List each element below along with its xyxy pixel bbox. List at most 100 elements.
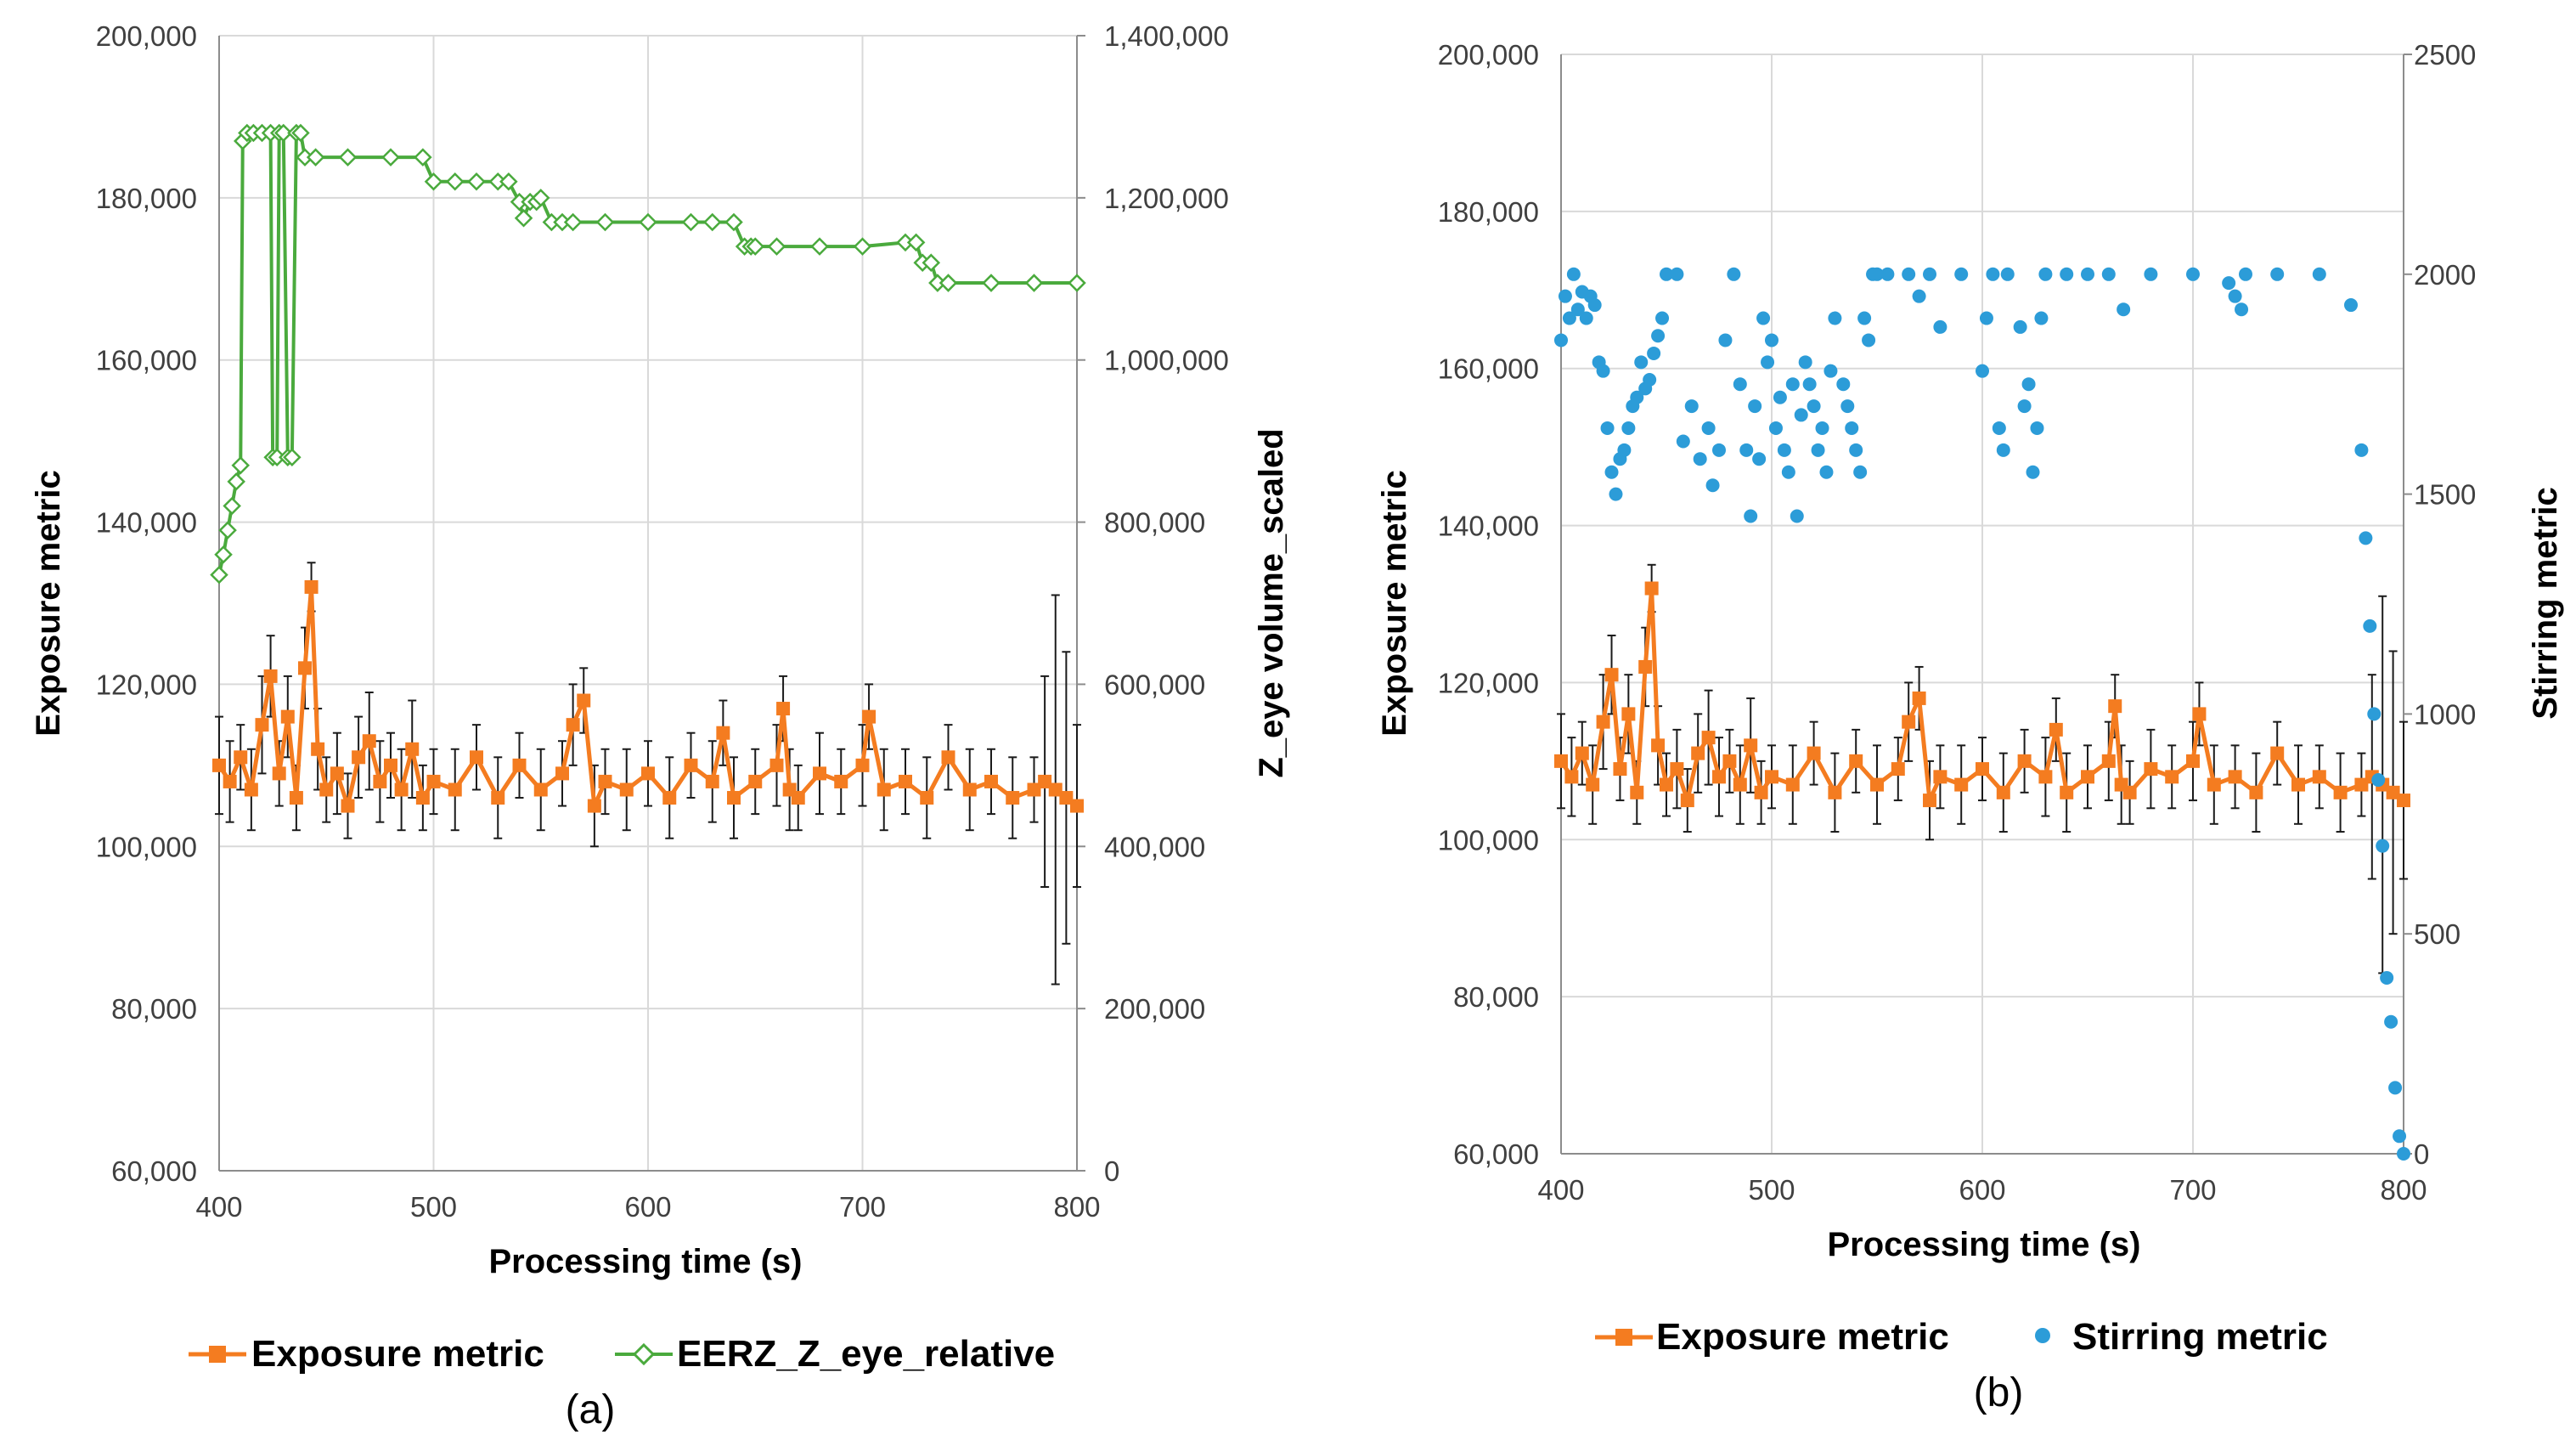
stirring-metric-point (1756, 311, 1771, 325)
exposure-metric-point (1902, 715, 1916, 729)
stirring-metric-point (1849, 443, 1863, 457)
exposure-metric-point (855, 758, 870, 772)
stirring-metric-point (1798, 355, 1812, 370)
stirring-metric-point (1643, 373, 1657, 387)
exposure-metric-point (1006, 791, 1020, 805)
eerz-z-eye-relative-point (231, 456, 251, 475)
stirring-metric-point (1880, 267, 1895, 281)
stirring-metric-point (1634, 355, 1649, 370)
y2-tick-label: 1000 (2414, 698, 2476, 730)
exposure-metric-point (341, 799, 355, 813)
exposure-metric-point (2333, 785, 2348, 799)
eerz-z-eye-relative-point (223, 496, 241, 516)
exposure-metric-point (304, 579, 318, 594)
exposure-metric-point (319, 782, 334, 797)
legend-exposure-label-a: Exposure metric (251, 1333, 544, 1375)
panel-b-series (1554, 267, 2410, 1161)
y-tick-label: 120,000 (96, 669, 197, 700)
exposure-metric-point (641, 766, 655, 781)
exposure-metric-point (2165, 770, 2179, 784)
exposure-metric-point (2038, 770, 2053, 784)
y2-tick-label: 600,000 (1104, 669, 1205, 700)
exposure-metric-point (470, 750, 483, 765)
x-tick-label: 700 (839, 1191, 886, 1223)
stirring-metric-point (1933, 319, 1948, 334)
stirring-metric-point (1718, 333, 1733, 347)
exposure-metric-point (263, 669, 278, 683)
exposure-metric-point (384, 758, 397, 772)
stirring-metric-point (2380, 970, 2394, 985)
exposure-metric-point (415, 791, 430, 805)
exposure-metric-point (394, 782, 409, 797)
stirring-metric-point (2021, 377, 2036, 392)
stirring-metric-point (1790, 509, 1804, 523)
exposure-metric-point (598, 774, 612, 788)
stirring-metric-point (1684, 399, 1699, 414)
exposure-metric-point (577, 693, 591, 708)
stirring-metric-point (2038, 267, 2053, 281)
y2-tick-label: 1500 (2414, 479, 2476, 511)
exposure-metric-point (1048, 782, 1063, 797)
eerz-z-eye-relative-point (227, 472, 245, 491)
eerz-z-eye-relative-point (810, 237, 829, 256)
exposure-metric-point (1670, 762, 1684, 777)
stirring-metric-point (2228, 289, 2242, 303)
exposure-metric-point (2228, 770, 2242, 784)
stirring-metric-point (2312, 267, 2326, 281)
exposure-metric-point (1828, 785, 1842, 799)
exposure-metric-point (2101, 754, 2116, 768)
stirring-metric-point (2363, 619, 2377, 633)
stirring-metric-point (1992, 421, 2006, 435)
stirring-metric-point (2371, 773, 2386, 788)
exposure-metric-point (984, 774, 998, 788)
y-tick-label: 80,000 (111, 993, 197, 1025)
eerz-z-eye-relative-point (306, 148, 325, 167)
stirring-metric-point (1996, 443, 2010, 457)
exposure-metric-point (716, 726, 730, 740)
exposure-metric-point (1680, 794, 1694, 808)
exposure-metric-point (748, 774, 763, 788)
stirring-metric-point (2367, 707, 2382, 721)
exposure-metric-point (1754, 785, 1768, 799)
exposure-metric-point (727, 791, 741, 805)
eerz-z-eye-relative-point (939, 274, 958, 292)
stirring-metric-point (2354, 443, 2369, 457)
y2-tick-label: 0 (1104, 1155, 1119, 1187)
stirring-metric-point (1748, 399, 1762, 414)
exposure-metric-point (862, 709, 877, 724)
y2-tick-label: 1,400,000 (1104, 20, 1229, 52)
stirring-metric-point (1566, 267, 1581, 281)
stirring-metric-point (1630, 390, 1644, 404)
x-tick-label: 500 (410, 1191, 457, 1223)
y-tick-label: 180,000 (96, 183, 197, 214)
eerz-z-eye-relative-point (702, 212, 722, 232)
exposure-metric-point (1554, 754, 1568, 768)
y2-tick-label: 1,200,000 (1104, 183, 1229, 214)
eerz-z-eye-relative-point (338, 148, 358, 167)
y-tick-label: 140,000 (96, 507, 197, 539)
exposure-metric-point (2312, 770, 2326, 784)
stirring-metric-point (1807, 399, 1821, 414)
eerz-z-eye-relative-point (514, 208, 533, 228)
panel-a: 60,000 80,000 100,000 120,000 140,000 160,000… (30, 20, 1290, 1432)
stirring-metric-point (1811, 443, 1825, 457)
stirring-metric-point (2393, 1129, 2407, 1144)
exposure-metric-point (1807, 746, 1821, 760)
eerz-z-eye-relative-point (853, 237, 872, 256)
exposure-metric-point (1027, 782, 1041, 797)
panel-a-series (210, 123, 1086, 813)
eerz-z-eye-relative-point (724, 212, 743, 232)
exposure-metric-point (877, 782, 891, 797)
legend-eerz-marker (632, 1342, 656, 1366)
exposure-metric-point (2192, 707, 2207, 721)
exposure-metric-point (566, 718, 580, 732)
exposure-metric-point (298, 661, 312, 675)
panel-a-y2-axis-title: Z_eye volume_scaled (1253, 428, 1290, 777)
exposure-metric-point (776, 702, 791, 716)
stirring-metric-point (1617, 443, 1632, 457)
eerz-z-eye-relative-point (218, 521, 237, 539)
exposure-metric-point (2397, 794, 2410, 808)
exposure-metric-point (2017, 754, 2032, 768)
exposure-metric-point (373, 774, 387, 788)
exposure-metric-point (1976, 762, 1989, 777)
